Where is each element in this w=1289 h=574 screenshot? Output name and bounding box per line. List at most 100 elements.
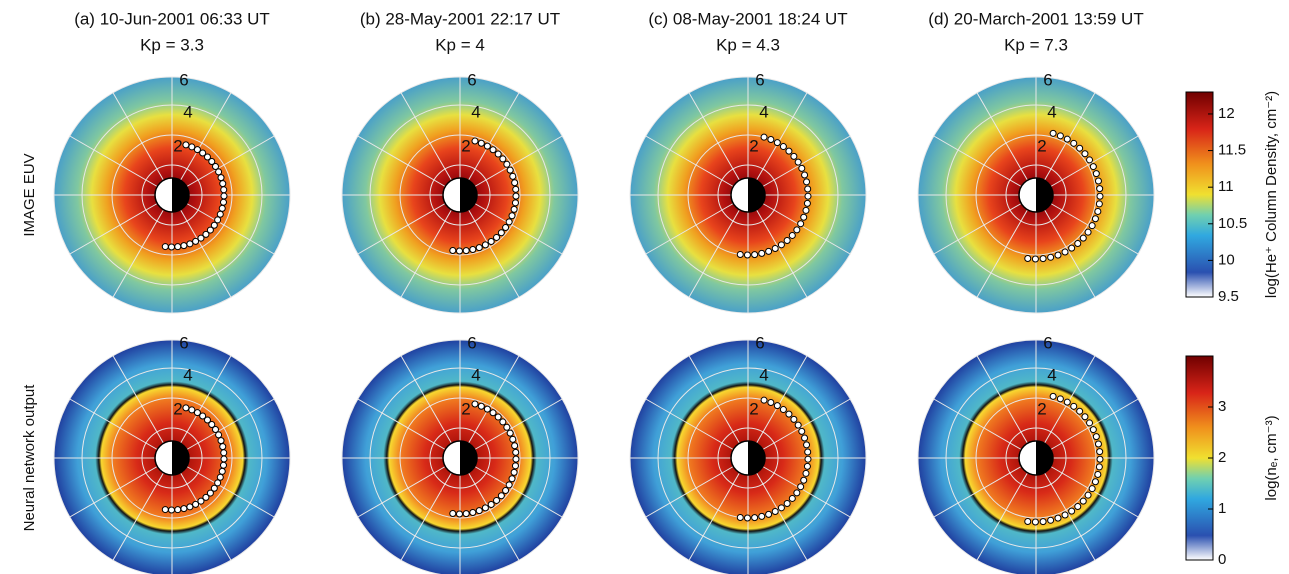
plasmapause-point [1062,249,1068,255]
panel-kp: Kp = 3.3 [140,35,204,54]
plasmapause-point [786,148,792,154]
polar-map: 642 [918,333,1154,574]
plasmapause-point [1082,151,1088,157]
plasmapause-point [799,428,805,434]
plasmapause-point [513,456,519,462]
row-label: Neural network output [21,384,38,532]
plasmapause-point [766,248,772,254]
ring-label: 4 [183,365,192,384]
plasmapause-point [478,140,484,146]
plasmapause-point [504,424,510,430]
plasmapause-point [778,242,784,248]
plasmapause-point [1050,393,1056,399]
plasmapause-point [221,187,227,193]
plasmapause-point [1089,223,1095,229]
figure: (a) 10-Jun-2001 06:33 UTKp = 3.3642642(b… [0,0,1289,574]
plasmapause-point [509,476,515,482]
plasmapause-point [220,444,226,450]
plasmapause-point [488,239,494,245]
plasmapause-point [1085,229,1091,235]
plasmapause-point [774,140,780,146]
plasmapause-point [766,511,772,517]
plasmapause-point [759,250,765,256]
plasmapause-point [1032,519,1038,525]
plasmapause-point [803,207,809,213]
ring-label: 6 [467,333,476,352]
plasmapause-point [744,252,750,258]
plasmapause-point [1096,464,1102,470]
plasmapause-point [513,193,519,199]
plasmapause-point [1057,133,1063,139]
plasmapause-point [1090,164,1096,170]
plasmapause-point [1057,396,1063,402]
plasmapause-point [187,241,193,247]
plasmapause-point [784,500,790,506]
plasmapause-point [220,199,226,205]
plasmapause-point [470,510,476,516]
plasmapause-point [1055,252,1061,258]
plasmapause-point [759,513,765,519]
ring-label: 4 [759,365,768,384]
ring-label: 2 [173,136,182,155]
plasmapause-point [183,405,189,411]
plasmapause-point [1085,492,1091,498]
plasmapause-point [498,230,504,236]
plasmapause-point [495,414,501,420]
plasmapause-point [511,206,517,212]
plasmapause-point [799,165,805,171]
plasmapause-point [1040,256,1046,262]
row-label: IMAGE EUV [21,153,38,236]
plasmapause-point [500,419,506,425]
plasmapause-point [463,248,469,254]
panel-title: (c) 08-May-2001 18:24 UT [648,9,847,28]
plasmapause-point [778,505,784,511]
plasmapause-point [1092,216,1098,222]
plasmapause-point [752,252,758,258]
plasmapause-point [488,502,494,508]
plasmapause-point [216,432,222,438]
plasmapause-point [490,147,496,153]
plasmapause-point [1064,136,1070,142]
plasmapause-point [1075,504,1081,510]
plasmapause-point [183,142,189,148]
plasmapause-point [1089,486,1095,492]
plasmapause-point [193,238,199,244]
plasmapause-point [761,397,767,403]
plasmapause-point [219,468,225,474]
panel-kp: Kp = 4 [435,35,485,54]
colorbar-label: log(nₑ, cm⁻³) [1263,415,1280,500]
plasmapause-point [484,406,490,412]
plasmapause-point [175,507,181,513]
plasmapause-point [791,416,797,422]
plasmapause-point [772,508,778,514]
plasmapause-point [1077,408,1083,414]
colorbar-tick-label: 3 [1218,398,1226,415]
plasmapause-point [217,211,223,217]
plasmapause-point [1062,512,1068,518]
colorbar-tick-label: 10.5 [1218,215,1247,232]
plasmapause-point [1071,140,1077,146]
plasmapause-point [512,180,518,186]
ring-label: 4 [1047,365,1056,384]
plasmapause-point [1087,157,1093,163]
ring-label: 6 [179,333,188,352]
plasmapause-point [1080,498,1086,504]
plasmapause-point [513,186,519,192]
plasmapause-point [503,225,509,231]
plasmapause-point [1093,171,1099,177]
ring-label: 2 [749,136,758,155]
plasmapause-point [495,151,501,157]
plasmapause-point [804,442,810,448]
plasmapause-point [217,474,223,480]
plasmapause-point [511,469,517,475]
plasmapause-point [805,456,811,462]
polar-map: 642 [342,333,578,574]
plasmapause-point [1069,508,1075,514]
plasmapause-point [216,169,222,175]
plasmapause-point [507,430,513,436]
plasmapause-point [1092,479,1098,485]
plasmapause-point [513,449,519,455]
plasmapause-point [794,227,800,233]
plasmapause-point [510,173,516,179]
plasmapause-point [780,144,786,150]
